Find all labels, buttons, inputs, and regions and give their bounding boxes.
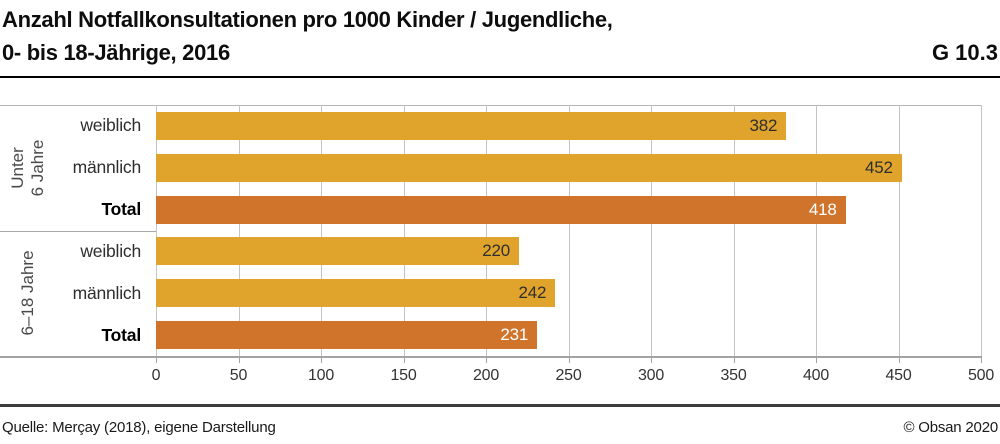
bar-track: 382 — [156, 111, 981, 140]
axis-tick-label: 150 — [390, 367, 417, 384]
group-separator — [0, 230, 156, 232]
chart-row: männlich 242 — [0, 272, 981, 314]
category-label: Total — [101, 199, 141, 220]
axis-tick-label: 400 — [802, 367, 830, 384]
bar-track: 452 — [156, 153, 981, 182]
group-label: 6–18 Jahre — [18, 250, 37, 336]
gridline — [651, 105, 652, 356]
axis-tick — [156, 356, 157, 363]
axis-tick — [321, 356, 322, 363]
source-note: Quelle: Merçay (2018), eigene Darstellun… — [2, 419, 276, 436]
axis-tick — [981, 356, 982, 363]
plot-top-border — [0, 105, 981, 106]
bar-track: 418 — [156, 195, 981, 224]
axis-tick-label: 300 — [637, 367, 665, 384]
category-label: weiblich — [80, 115, 141, 136]
bar: 452 — [156, 153, 902, 182]
bar-value-label: 382 — [749, 115, 778, 135]
gridline — [321, 105, 322, 356]
chart-row: weiblich 220 — [0, 230, 981, 272]
gridline — [486, 105, 487, 356]
axis-tick-label: 0 — [151, 367, 161, 384]
figure-code: G 10.3 — [931, 40, 998, 65]
chart-title-line-1: Anzahl Notfallkonsultationen pro 1000 Ki… — [2, 7, 613, 32]
chart-row: Total 231 — [0, 314, 981, 356]
axis-tick — [816, 356, 817, 363]
bar: 220 — [156, 237, 519, 266]
category-label: männlich — [72, 282, 142, 303]
axis-tick — [898, 356, 900, 363]
x-axis-line — [0, 356, 981, 358]
axis-tick — [486, 356, 487, 363]
copyright-note: © Obsan 2020 — [903, 419, 998, 436]
category-label: männlich — [72, 157, 142, 178]
bar: 242 — [156, 279, 556, 308]
gridline — [568, 105, 570, 356]
gridline — [238, 105, 240, 356]
group-label-column: Unter 6 Jahre 6–18 Jahre — [0, 105, 156, 356]
axis-tick-label: 50 — [229, 367, 248, 384]
bar-chart: weiblich 382 männlich 452 Total 418 weiblich 22… — [0, 105, 1000, 356]
axis-tick-label: 100 — [307, 367, 335, 384]
bar: 418 — [156, 195, 846, 224]
bar-track: 220 — [156, 237, 981, 266]
axis-tick-label: 250 — [555, 367, 582, 384]
group-label: Unter 6 Jahre — [8, 139, 47, 197]
bar-value-label: 418 — [808, 199, 837, 219]
chart-title-line-2: 0- bis 18-Jährige, 2016 — [2, 40, 230, 65]
bar-value-label: 452 — [865, 157, 893, 177]
axis-tick-label: 200 — [472, 367, 500, 384]
axis-tick-label: 350 — [720, 367, 747, 384]
bar-value-label: 220 — [482, 241, 510, 261]
gridline — [156, 105, 157, 356]
bar: 382 — [156, 111, 787, 140]
axis-tick — [651, 356, 652, 363]
grid-layer — [156, 105, 982, 356]
chart-row: Total 418 — [0, 189, 981, 231]
bar-track: 242 — [156, 279, 981, 308]
header-divider-rule — [0, 76, 1000, 78]
category-label: weiblich — [80, 240, 141, 261]
axis-tick — [238, 356, 240, 363]
axis-tick — [733, 356, 735, 363]
gridline — [403, 105, 405, 356]
axis-tick-label: 500 — [967, 367, 995, 384]
gridline — [981, 105, 982, 356]
bar-track: 231 — [156, 321, 981, 350]
footer-divider-rule — [0, 404, 1000, 407]
bar-value-label: 242 — [518, 283, 547, 303]
category-label: Total — [101, 324, 141, 345]
x-axis: 0 50 100 150 200 250 300 350 400 450 500 — [0, 356, 1000, 398]
gridline — [816, 105, 817, 356]
axis-tick-label: 450 — [885, 367, 912, 384]
chart-row: männlich 452 — [0, 147, 981, 189]
bar-rows: weiblich 382 männlich 452 Total 418 weiblich 22… — [0, 105, 981, 356]
bar-value-label: 231 — [500, 325, 529, 345]
axis-tick — [403, 356, 405, 363]
gridline — [898, 105, 900, 356]
chart-header: Anzahl Notfallkonsultationen pro 1000 Ki… — [2, 3, 998, 69]
gridline — [733, 105, 735, 356]
axis-tick — [568, 356, 570, 363]
chart-row: weiblich 382 — [0, 105, 981, 147]
bar: 231 — [156, 321, 538, 350]
